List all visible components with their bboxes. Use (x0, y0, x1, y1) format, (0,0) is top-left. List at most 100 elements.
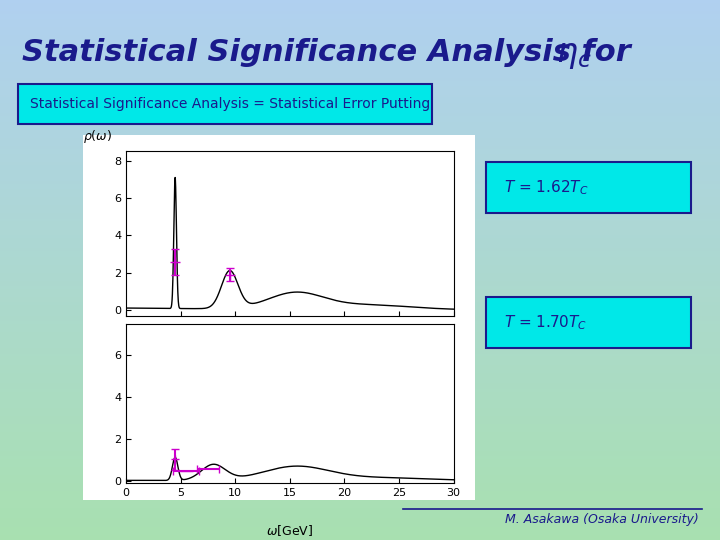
Bar (0, 524, 720, 526)
Bar (0, 49, 720, 51)
Bar (0, 176, 720, 178)
Bar (0, 54, 720, 57)
Bar (0, 294, 720, 297)
Bar (0, 500, 720, 502)
Bar (0, 340, 720, 343)
Bar (0, 332, 720, 335)
Bar (0, 375, 720, 378)
Bar (0, 408, 720, 410)
Bar (0, 205, 720, 208)
Bar (0, 532, 720, 535)
Bar (0, 178, 720, 181)
Bar (0, 446, 720, 448)
Bar (0, 418, 720, 421)
Bar (0, 181, 720, 184)
Text: $\mathit{T}$ = 1.62$\mathit{T}_C$: $\mathit{T}$ = 1.62$\mathit{T}_C$ (504, 178, 588, 197)
Bar (0, 481, 720, 483)
Bar (0, 111, 720, 113)
Bar (0, 327, 720, 329)
Bar (0, 265, 720, 267)
Bar (0, 124, 720, 127)
Bar (0, 208, 720, 211)
Bar (0, 135, 720, 138)
Bar (0, 113, 720, 116)
Bar (0, 297, 720, 300)
Text: $\mathit{T}$ = 1.70$\mathit{T}_C$: $\mathit{T}$ = 1.70$\mathit{T}_C$ (504, 313, 588, 332)
Bar (0, 373, 720, 375)
Text: Statistical Significance Analysis for: Statistical Significance Analysis for (22, 38, 641, 67)
Bar (0, 259, 720, 262)
Bar (0, 470, 720, 472)
Bar (0, 151, 720, 154)
Bar (0, 529, 720, 532)
Bar (0, 324, 720, 327)
Bar (0, 270, 720, 273)
Bar (0, 292, 720, 294)
Bar (83, 135, 475, 500)
Bar (0, 157, 720, 159)
Bar (0, 281, 720, 284)
Bar (0, 286, 720, 289)
Bar (0, 132, 720, 135)
FancyBboxPatch shape (18, 84, 432, 124)
Bar (0, 467, 720, 470)
Bar (0, 335, 720, 338)
Bar (0, 202, 720, 205)
Bar (0, 246, 720, 248)
Bar (0, 300, 720, 302)
Bar (0, 364, 720, 367)
Bar (0, 254, 720, 256)
Bar (0, 148, 720, 151)
Text: Statistical Significance Analysis = Statistical Error Putting: Statistical Significance Analysis = Stat… (30, 97, 431, 111)
Bar (0, 310, 720, 313)
Bar (0, 184, 720, 186)
Bar (0, 30, 720, 32)
Bar (0, 321, 720, 324)
Bar (0, 302, 720, 305)
Bar (0, 224, 720, 227)
Bar (0, 354, 720, 356)
Bar (0, 521, 720, 524)
Bar (0, 448, 720, 451)
Bar (0, 316, 720, 319)
Bar (0, 46, 720, 49)
Bar (0, 122, 720, 124)
Bar (0, 127, 720, 130)
Bar (0, 116, 720, 119)
Bar (0, 192, 720, 194)
Bar (0, 437, 720, 440)
Bar (0, 378, 720, 381)
Bar (0, 138, 720, 140)
Bar (0, 421, 720, 424)
Bar (0, 308, 720, 310)
Bar (0, 456, 720, 459)
Bar (0, 518, 720, 521)
Bar (0, 405, 720, 408)
Bar (0, 359, 720, 362)
Bar (0, 159, 720, 162)
Bar (0, 284, 720, 286)
Bar (0, 62, 720, 65)
Text: M. Asakawa (Osaka University): M. Asakawa (Osaka University) (505, 514, 698, 526)
Bar (0, 537, 720, 540)
Bar (0, 22, 720, 24)
Bar (0, 443, 720, 445)
Bar (0, 486, 720, 489)
Bar (0, 429, 720, 432)
Bar (0, 289, 720, 292)
Bar (0, 464, 720, 467)
Bar (0, 313, 720, 316)
Bar (0, 278, 720, 281)
Bar (0, 73, 720, 76)
Bar (0, 89, 720, 92)
Bar (0, 435, 720, 437)
Bar (0, 27, 720, 30)
Bar (0, 475, 720, 478)
Bar (0, 251, 720, 254)
Bar (0, 267, 720, 270)
Bar (0, 362, 720, 364)
Bar (0, 240, 720, 243)
Bar (0, 526, 720, 529)
Bar (0, 14, 720, 16)
Bar (0, 78, 720, 81)
